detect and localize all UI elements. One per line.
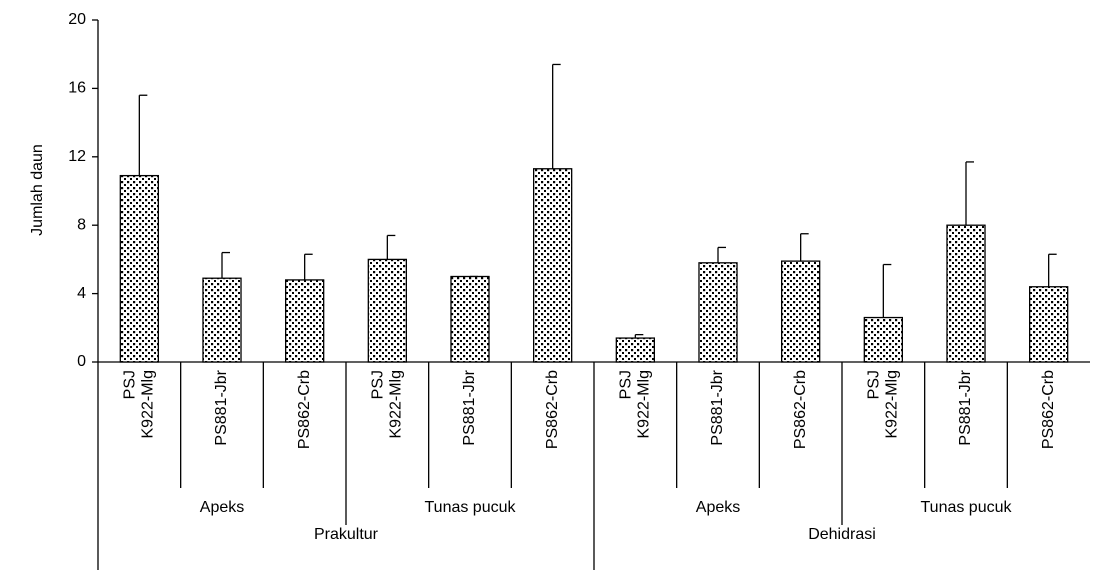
subgroup-label: Apeks (200, 499, 244, 516)
bar (533, 168, 573, 363)
subgroup-label: Apeks (696, 499, 740, 516)
bar (119, 174, 159, 363)
x-tick-label: PSJ (866, 370, 883, 399)
group-label: Dehidrasi (808, 526, 876, 543)
bar (367, 258, 407, 363)
bar (946, 224, 986, 363)
x-tick-label: PSJ (370, 370, 387, 399)
y-tick-label: 12 (68, 148, 86, 165)
y-tick-label: 0 (77, 353, 86, 370)
y-tick-label: 4 (77, 285, 86, 302)
subgroup-label: Tunas pucuk (424, 499, 516, 516)
x-tick-label: PS881-Jbr (213, 369, 230, 445)
y-axis-label: Jumlah daun (29, 144, 46, 236)
bar (202, 277, 242, 363)
x-tick-label: PS862-Crb (296, 370, 313, 449)
x-tick-label: PS862-Crb (792, 370, 809, 449)
x-tick-label: PS862-Crb (1040, 370, 1057, 449)
bar (863, 316, 903, 363)
y-tick-label: 8 (77, 216, 86, 233)
bar (781, 260, 821, 363)
bar (698, 262, 738, 363)
bar (450, 275, 490, 363)
x-tick-label: K922-Mlg (388, 370, 405, 438)
bar (615, 337, 655, 363)
y-tick-label: 16 (68, 80, 86, 97)
x-tick-label: PSJ (122, 370, 139, 399)
x-tick-label: K922-Mlg (636, 370, 653, 438)
group-label: Prakultur (314, 526, 379, 543)
x-tick-label: PS881-Jbr (709, 369, 726, 445)
bar (285, 279, 325, 363)
x-tick-label: PSJ (618, 370, 635, 399)
x-tick-label: K922-Mlg (140, 370, 157, 438)
y-tick-label: 20 (68, 11, 86, 28)
x-tick-label: PS862-Crb (544, 370, 561, 449)
x-tick-label: K922-Mlg (884, 370, 901, 438)
subgroup-label: Tunas pucuk (920, 499, 1012, 516)
bar (1029, 286, 1069, 363)
x-tick-label: PS881-Jbr (461, 369, 478, 445)
x-tick-label: PS881-Jbr (957, 369, 974, 445)
